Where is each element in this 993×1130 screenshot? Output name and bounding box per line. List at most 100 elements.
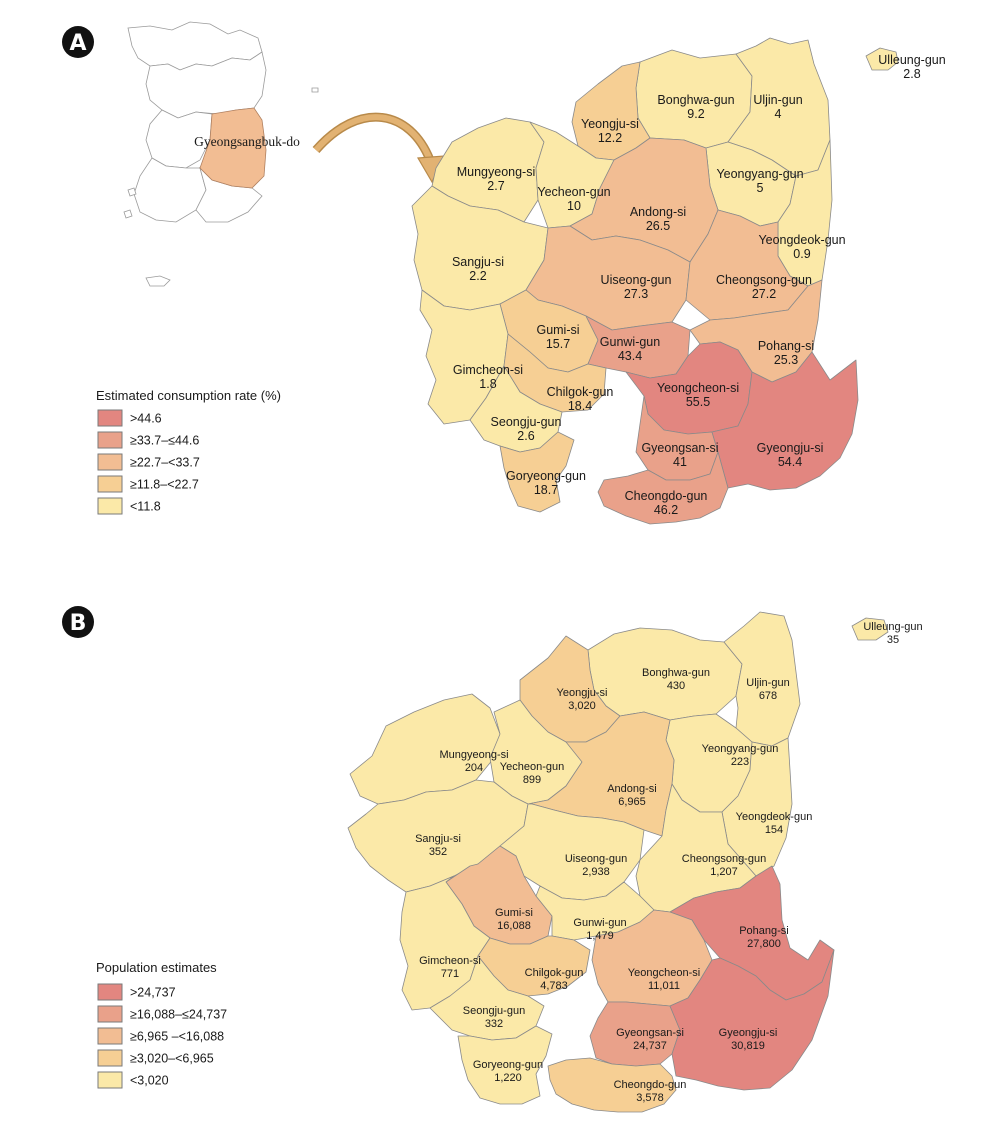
legend-b-title: Population estimates bbox=[96, 960, 217, 975]
region-value-yeongyang-gun: 5 bbox=[757, 181, 764, 195]
legend-label: <3,020 bbox=[130, 1074, 169, 1088]
region-value-seongju-gun: 332 bbox=[485, 1018, 503, 1030]
region-value-bonghwa-gun: 9.2 bbox=[687, 107, 704, 121]
region-ulleung-gun bbox=[851, 617, 889, 641]
legend-swatch bbox=[97, 497, 123, 515]
region-value-gunwi-gun: 1,479 bbox=[586, 930, 614, 942]
legend-swatch bbox=[97, 1071, 123, 1089]
region-name-gunwi-gun: Gunwi-gun bbox=[573, 917, 626, 929]
region-value-yeongdeok-gun: 0.9 bbox=[793, 247, 810, 261]
region-name-pohang-si: Pohang-si bbox=[758, 339, 814, 353]
region-name-yeongyang-gun: Yeongyang-gun bbox=[702, 743, 779, 755]
region-name-cheongsong-gun: Cheongsong-gun bbox=[716, 273, 812, 287]
legend-swatch bbox=[97, 1027, 123, 1045]
region-ulleung-gun bbox=[865, 47, 899, 71]
panel-a-badge: A bbox=[69, 31, 86, 56]
region-value-pohang-si: 27,800 bbox=[747, 938, 781, 950]
region-cheongdo-gun bbox=[547, 1057, 677, 1113]
region-value-chilgok-gun: 4,783 bbox=[540, 980, 568, 992]
legend-label: ≥11.8–<22.7 bbox=[130, 478, 199, 492]
legend-label: ≥22.7–<33.7 bbox=[130, 456, 200, 470]
region-value-andong-si: 26.5 bbox=[646, 219, 670, 233]
region-name-sangju-si: Sangju-si bbox=[415, 833, 461, 845]
korea-inset-map bbox=[123, 21, 319, 287]
region-value-gunwi-gun: 43.4 bbox=[618, 349, 642, 363]
region-name-andong-si: Andong-si bbox=[607, 783, 657, 795]
region-name-sangju-si: Sangju-si bbox=[452, 255, 504, 269]
region-name-gimcheon-si: Gimcheon-si bbox=[453, 363, 523, 377]
region-goryeong-gun bbox=[457, 1025, 553, 1105]
region-name-yeongdeok-gun: Yeongdeok-gun bbox=[736, 811, 813, 823]
region-value-uiseong-gun: 2,938 bbox=[582, 866, 610, 878]
region-name-cheongdo-gun: Cheongdo-gun bbox=[625, 489, 708, 503]
region-name-mungyeong-si: Mungyeong-si bbox=[457, 165, 536, 179]
region-value-chilgok-gun: 18.4 bbox=[568, 399, 592, 413]
region-name-gimcheon-si: Gimcheon-si bbox=[419, 955, 481, 967]
legend-label: ≥16,088–≤24,737 bbox=[130, 1008, 227, 1022]
region-name-bonghwa-gun: Bonghwa-gun bbox=[657, 93, 734, 107]
region-name-andong-si: Andong-si bbox=[630, 205, 686, 219]
region-value-andong-si: 6,965 bbox=[618, 796, 646, 808]
legend-swatch bbox=[97, 983, 123, 1001]
region-goryeong-gun bbox=[499, 431, 575, 513]
region-name-chilgok-gun: Chilgok-gun bbox=[525, 967, 584, 979]
region-value-ulleung-gun: 2.8 bbox=[903, 67, 920, 81]
region-name-ulleung-gun: Ulleung-gun bbox=[863, 621, 922, 633]
region-value-goryeong-gun: 18.7 bbox=[534, 483, 558, 497]
region-name-uljin-gun: Uljin-gun bbox=[753, 93, 802, 107]
region-value-sangju-si: 2.2 bbox=[469, 269, 486, 283]
region-value-cheongsong-gun: 1,207 bbox=[710, 866, 738, 878]
legend-swatch bbox=[97, 475, 123, 493]
region-name-yeongju-si: Yeongju-si bbox=[581, 117, 639, 131]
region-name-yeongcheon-si: Yeongcheon-si bbox=[657, 381, 739, 395]
region-name-pohang-si: Pohang-si bbox=[739, 925, 789, 937]
region-name-seongju-gun: Seongju-gun bbox=[463, 1005, 525, 1017]
region-cheongdo-gun bbox=[597, 451, 729, 525]
region-value-yecheon-gun: 10 bbox=[567, 199, 581, 213]
region-name-cheongsong-gun: Cheongsong-gun bbox=[682, 853, 766, 865]
inset-west-islands-2 bbox=[123, 209, 133, 219]
region-seongju-gun bbox=[469, 365, 563, 453]
region-value-gumi-si: 16,088 bbox=[497, 920, 531, 932]
region-name-yeongdeok-gun: Yeongdeok-gun bbox=[758, 233, 845, 247]
region-value-yeongcheon-si: 11,011 bbox=[648, 980, 680, 992]
legend-swatch bbox=[97, 409, 123, 427]
region-value-yeongju-si: 3,020 bbox=[568, 700, 596, 712]
region-value-yeongyang-gun: 223 bbox=[731, 756, 749, 768]
region-name-chilgok-gun: Chilgok-gun bbox=[547, 385, 614, 399]
region-name-gyeongsan-si: Gyeongsan-si bbox=[641, 441, 718, 455]
region-value-pohang-si: 25.3 bbox=[774, 353, 798, 367]
panel-b-badge: B bbox=[70, 611, 87, 636]
region-name-uiseong-gun: Uiseong-gun bbox=[601, 273, 672, 287]
region-name-goryeong-gun: Goryeong-gun bbox=[473, 1059, 543, 1071]
region-value-cheongsong-gun: 27.2 bbox=[752, 287, 776, 301]
legend-a-title: Estimated consumption rate (%) bbox=[96, 388, 281, 403]
inset-jeolla bbox=[133, 157, 207, 223]
legend-label: ≥33.7–≤44.6 bbox=[130, 434, 199, 448]
legend-a: Estimated consumption rate (%) >44.6 ≥33.… bbox=[96, 388, 281, 515]
region-value-yeongju-si: 12.2 bbox=[598, 131, 622, 145]
region-name-yecheon-gun: Yecheon-gun bbox=[537, 185, 610, 199]
region-name-gyeongju-si: Gyeongju-si bbox=[757, 441, 824, 455]
region-value-cheongdo-gun: 46.2 bbox=[654, 503, 678, 517]
region-value-uljin-gun: 4 bbox=[775, 107, 782, 121]
legend-swatch bbox=[97, 1005, 123, 1023]
region-andong-si bbox=[527, 711, 675, 837]
region-name-gumi-si: Gumi-si bbox=[536, 323, 579, 337]
region-name-ulleung-gun: Ulleung-gun bbox=[878, 53, 945, 67]
arrow-body bbox=[312, 112, 435, 162]
inset-chungcheong bbox=[145, 109, 213, 169]
legend-label: ≥3,020–<6,965 bbox=[130, 1052, 214, 1066]
region-name-gyeongju-si: Gyeongju-si bbox=[719, 1027, 778, 1039]
region-gyeongju-si bbox=[711, 351, 859, 491]
panel-b-badge-circle bbox=[62, 606, 94, 638]
region-value-sangju-si: 352 bbox=[429, 846, 447, 858]
region-name-yecheon-gun: Yecheon-gun bbox=[500, 761, 564, 773]
map-a-regions bbox=[411, 37, 899, 525]
region-value-yeongcheon-si: 55.5 bbox=[686, 395, 710, 409]
region-name-yeongju-si: Yeongju-si bbox=[557, 687, 608, 699]
